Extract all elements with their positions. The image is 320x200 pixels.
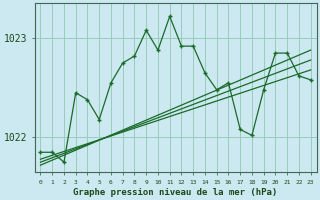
X-axis label: Graphe pression niveau de la mer (hPa): Graphe pression niveau de la mer (hPa): [74, 188, 278, 197]
